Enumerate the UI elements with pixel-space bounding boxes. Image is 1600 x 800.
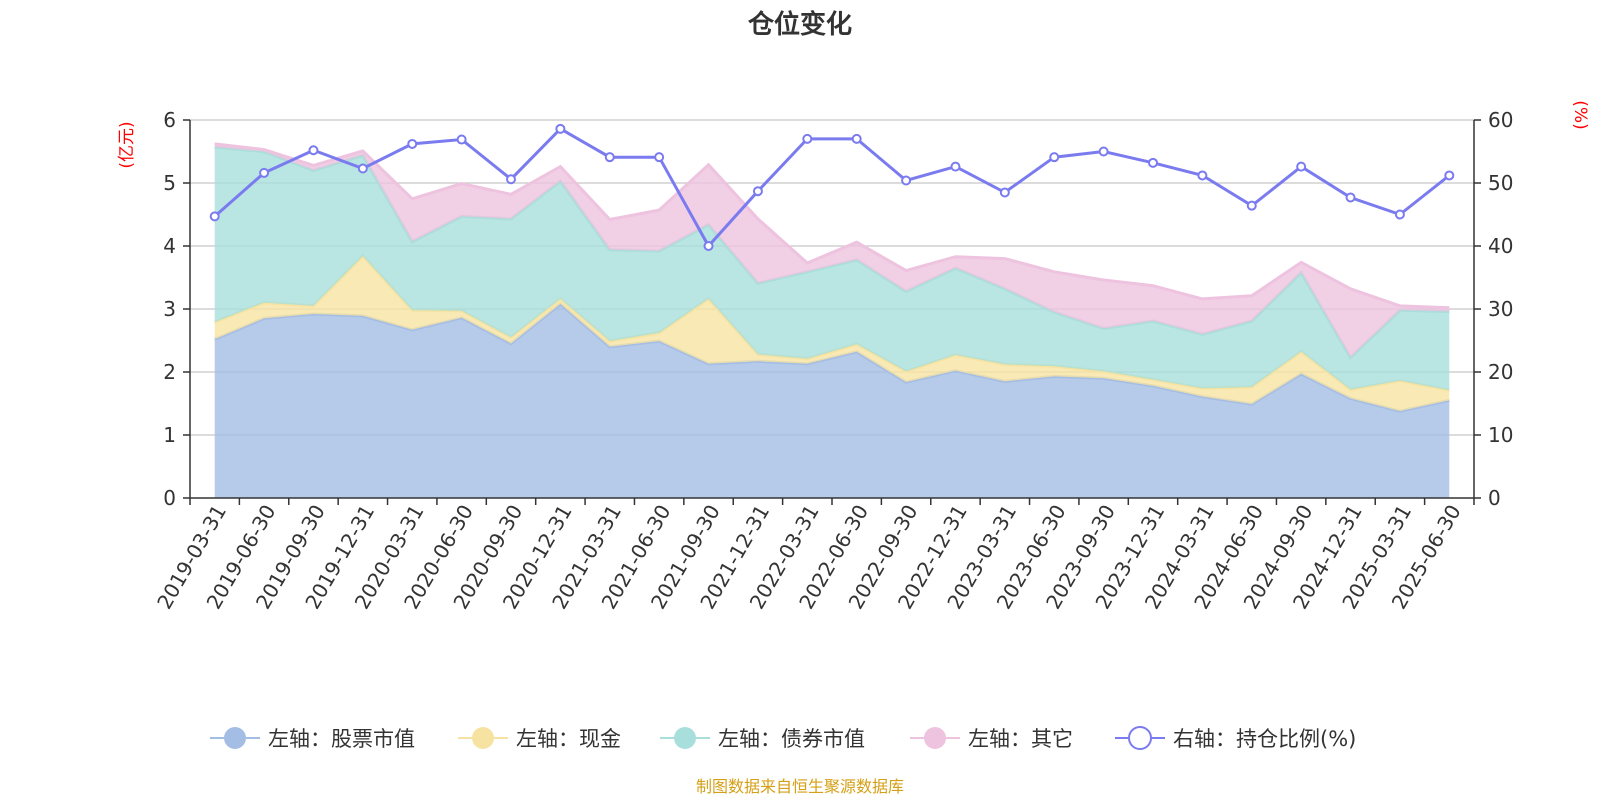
area-左轴：股票市值 bbox=[214, 304, 1450, 498]
left-y-tick-label: 6 bbox=[163, 108, 176, 132]
chart-title: 仓位变化 bbox=[747, 9, 852, 40]
ratio-point bbox=[407, 138, 418, 149]
ratio-point bbox=[555, 123, 566, 134]
ratio-point bbox=[259, 167, 270, 178]
left-axis-unit: (亿元) bbox=[117, 121, 137, 168]
legend-marker bbox=[1128, 726, 1152, 750]
ratio-point bbox=[604, 152, 615, 163]
ratio-point bbox=[209, 211, 220, 222]
legend-item[interactable]: 左轴：现金 bbox=[458, 727, 621, 751]
area-左轴：其它 bbox=[214, 143, 1450, 358]
legend-label: 左轴：现金 bbox=[516, 727, 621, 751]
ratio-point bbox=[1444, 170, 1455, 181]
ratio-point bbox=[950, 161, 961, 172]
right-y-tick-label: 40 bbox=[1488, 234, 1513, 258]
area-series bbox=[214, 142, 1450, 498]
right-y-tick-label: 0 bbox=[1488, 486, 1501, 510]
ratio-point bbox=[752, 186, 763, 197]
right-y-tick-label: 10 bbox=[1488, 423, 1513, 447]
area-左轴：债券市值 bbox=[214, 147, 1450, 391]
ratio-point bbox=[901, 175, 912, 186]
legend-label: 右轴：持仓比例(%) bbox=[1173, 727, 1356, 751]
left-y-tick-label: 1 bbox=[163, 423, 176, 447]
left-y-tick-label: 5 bbox=[163, 171, 176, 195]
right-axis-unit: (%) bbox=[1570, 100, 1590, 129]
legend-item[interactable]: 左轴：其它 bbox=[910, 727, 1073, 751]
legend-label: 左轴：股票市值 bbox=[268, 727, 415, 751]
right-y-tick-label: 50 bbox=[1488, 171, 1513, 195]
ratio-point bbox=[1296, 161, 1307, 172]
ratio-point bbox=[1148, 157, 1158, 168]
ratio-line-series bbox=[209, 123, 1455, 251]
legend-item[interactable]: 左轴：债券市值 bbox=[660, 727, 865, 751]
ratio-point bbox=[703, 241, 714, 251]
area-edge-左轴：其它 bbox=[214, 142, 1450, 310]
right-y-tick-label: 30 bbox=[1488, 297, 1513, 321]
source-note: 制图数据来自恒生聚源数据库 bbox=[696, 777, 904, 796]
ratio-point bbox=[851, 133, 862, 144]
left-y-tick-label: 4 bbox=[163, 234, 176, 258]
ratio-line bbox=[213, 126, 1451, 249]
right-y-tick-label: 60 bbox=[1488, 108, 1513, 132]
legend-marker bbox=[224, 727, 246, 749]
ratio-point bbox=[654, 152, 665, 163]
left-y-tick-label: 0 bbox=[163, 486, 176, 510]
ratio-point bbox=[456, 134, 467, 145]
ratio-point bbox=[1345, 192, 1356, 203]
legend-marker bbox=[924, 727, 946, 749]
ratio-point bbox=[1197, 170, 1208, 181]
legend-label: 左轴：债券市值 bbox=[718, 727, 865, 751]
ratio-point bbox=[1246, 200, 1257, 211]
legend-marker bbox=[472, 727, 494, 749]
ratio-point bbox=[357, 163, 368, 174]
left-y-tick-label: 3 bbox=[163, 297, 176, 321]
ratio-point bbox=[1049, 152, 1060, 163]
ratio-point bbox=[506, 174, 516, 185]
right-y-tick-label: 20 bbox=[1488, 360, 1513, 384]
legend-item[interactable]: 左轴：股票市值 bbox=[210, 727, 415, 751]
ratio-point bbox=[1098, 146, 1109, 157]
ratio-point bbox=[999, 187, 1010, 198]
ratio-point bbox=[802, 133, 813, 144]
ratio-point bbox=[1394, 209, 1405, 220]
legend-marker bbox=[674, 727, 696, 749]
legend[interactable]: 左轴：股票市值 左轴：现金 左轴：债券市值 左轴：其它 右轴：持仓比例(%) bbox=[210, 726, 1356, 751]
left-y-tick-label: 2 bbox=[163, 360, 176, 384]
ratio-point bbox=[308, 145, 319, 156]
legend-label: 左轴：其它 bbox=[968, 727, 1073, 751]
legend-item[interactable]: 右轴：持仓比例(%) bbox=[1115, 726, 1356, 751]
